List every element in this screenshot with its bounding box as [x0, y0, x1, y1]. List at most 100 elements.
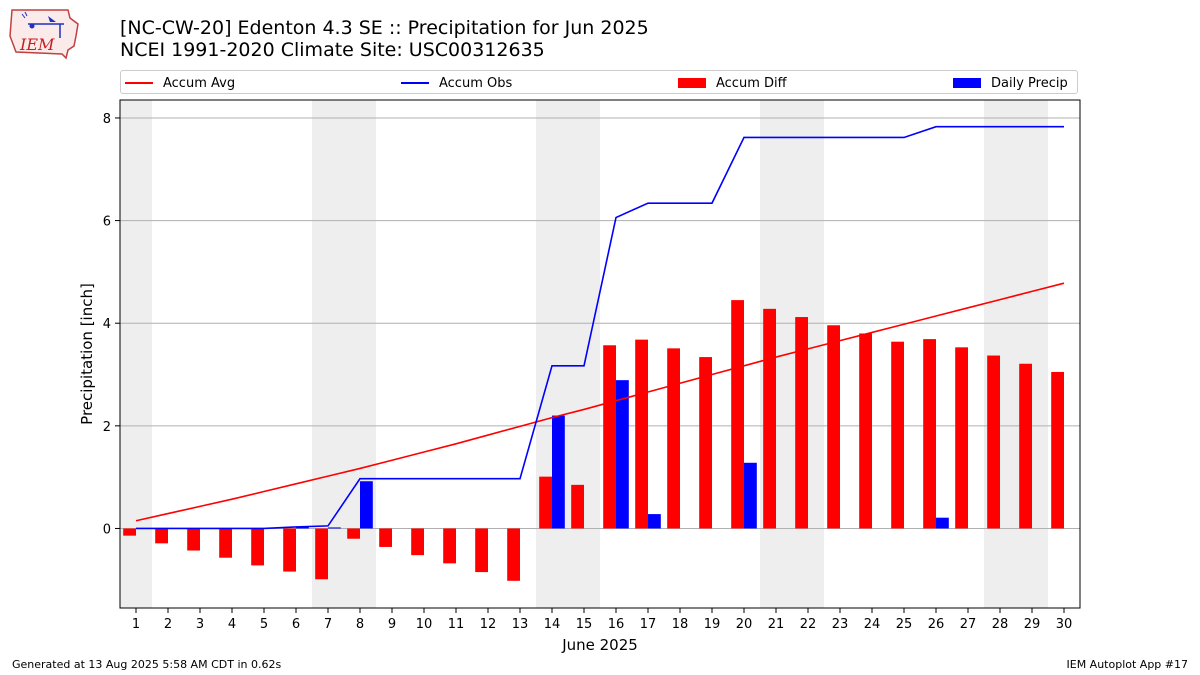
- x-tick-label: 25: [896, 617, 913, 632]
- x-tick-label: 14: [544, 617, 561, 632]
- y-tick-label: 6: [103, 215, 111, 230]
- accum-diff-bar: [539, 476, 552, 529]
- footer-app-id: IEM Autoplot App #17: [1066, 658, 1189, 671]
- legend-item-accum-obs: Accum Obs: [401, 74, 512, 92]
- accum-diff-bar: [443, 528, 456, 564]
- accum-diff-bar: [187, 528, 200, 551]
- plot-frame: [119, 99, 1081, 609]
- iem-logo: IEM: [9, 9, 79, 60]
- chart-title-line1: [NC-CW-20] Edenton 4.3 SE :: Precipitati…: [120, 17, 649, 39]
- accum-diff-bar: [411, 528, 424, 556]
- accum-diff-bar: [347, 528, 360, 539]
- daily-precip-bar: [296, 526, 309, 529]
- x-tick-label: 13: [512, 617, 529, 632]
- accum-diff-bar: [667, 348, 680, 529]
- x-tick-label: 20: [736, 617, 753, 632]
- x-tick-label: 9: [388, 617, 396, 632]
- accum-diff-bar: [955, 347, 968, 529]
- accum-diff-bar: [315, 528, 328, 580]
- x-tick-label: 5: [260, 617, 268, 632]
- x-tick-label: 29: [1024, 617, 1041, 632]
- daily-precip-bar: [744, 462, 757, 529]
- accum-diff-bar: [603, 345, 616, 529]
- accum-diff-bar: [859, 333, 872, 529]
- x-tick-label: 27: [960, 617, 977, 632]
- x-tick-label: 6: [292, 617, 300, 632]
- accum-diff-bar: [795, 317, 808, 529]
- accum-diff-bar: [1019, 363, 1032, 529]
- accum-diff-bar: [123, 528, 136, 536]
- footer-generated: Generated at 13 Aug 2025 5:58 AM CDT in …: [12, 658, 282, 671]
- daily-precip-bar: [936, 517, 949, 529]
- accum-diff-bar: [379, 528, 392, 547]
- x-tick-label: 23: [832, 617, 849, 632]
- legend-item-accum-diff: Accum Diff: [678, 74, 787, 92]
- x-tick-label: 24: [864, 617, 881, 632]
- legend-swatch-accum-avg: [125, 82, 153, 84]
- x-tick-label: 2: [164, 617, 172, 632]
- x-tick-label: 22: [800, 617, 817, 632]
- x-tick-label: 1: [132, 617, 140, 632]
- x-tick-label: 7: [324, 617, 332, 632]
- y-tick-label: 2: [103, 420, 111, 435]
- y-tick-label: 0: [103, 522, 111, 537]
- daily-precip-bar: [552, 415, 565, 529]
- x-tick-label: 26: [928, 617, 945, 632]
- logo-text: IEM: [19, 35, 55, 54]
- x-axis-label: June 2025: [561, 636, 638, 654]
- accum-diff-bar: [507, 528, 520, 581]
- legend-label-accum-avg: Accum Avg: [163, 75, 236, 91]
- accum-diff-bar: [571, 484, 584, 529]
- accum-diff-bar: [251, 528, 264, 566]
- accum-diff-bar: [923, 339, 936, 529]
- x-tick-label: 21: [768, 617, 785, 632]
- legend-swatch-accum-diff: [678, 78, 706, 88]
- x-tick-label: 11: [448, 617, 465, 632]
- x-tick-label: 8: [356, 617, 364, 632]
- x-tick-label: 15: [576, 617, 593, 632]
- y-tick-label: 8: [103, 112, 111, 127]
- accum-diff-bar: [475, 528, 488, 573]
- legend-swatch-daily-precip: [953, 78, 981, 88]
- accum-diff-bar: [763, 308, 776, 529]
- accum-diff-bar: [731, 300, 744, 529]
- daily-precip-bar: [616, 380, 629, 529]
- accum-diff-bar: [891, 341, 904, 529]
- x-tick-label: 4: [228, 617, 236, 632]
- y-tick-label: 4: [103, 317, 111, 332]
- legend-item-daily-precip: Daily Precip: [953, 74, 1068, 92]
- accum-diff-bar: [283, 528, 296, 572]
- accum-obs-line: [136, 125, 1064, 530]
- x-tick-label: 30: [1056, 617, 1073, 632]
- legend-label-daily-precip: Daily Precip: [991, 75, 1068, 91]
- weekend-shade: [984, 100, 1048, 608]
- x-tick-label: 18: [672, 617, 689, 632]
- accum-diff-bar: [155, 528, 168, 544]
- weekend-shade: [120, 100, 152, 608]
- daily-precip-bar: [360, 481, 373, 529]
- accum-diff-bar: [699, 357, 712, 529]
- y-axis-label: Precipitation [inch]: [78, 283, 96, 425]
- x-tick-label: 10: [416, 617, 433, 632]
- x-tick-label: 12: [480, 617, 497, 632]
- weekend-shade: [536, 100, 600, 608]
- accum-diff-bar: [219, 528, 232, 558]
- accum-avg-line: [135, 282, 1065, 522]
- chart-title: [NC-CW-20] Edenton 4.3 SE :: Precipitati…: [120, 17, 649, 61]
- x-tick-label: 16: [608, 617, 625, 632]
- legend-label-accum-diff: Accum Diff: [716, 75, 787, 91]
- x-tick-label: 28: [992, 617, 1009, 632]
- x-tick-label: 17: [640, 617, 657, 632]
- x-tick-label: 3: [196, 617, 204, 632]
- x-tick-label: 19: [704, 617, 721, 632]
- legend-swatch-accum-obs: [401, 82, 429, 84]
- daily-precip-bar: [648, 514, 661, 529]
- accum-diff-bar: [635, 339, 648, 529]
- daily-precip-bar: [328, 527, 341, 529]
- accum-diff-bar: [1051, 371, 1064, 529]
- chart-subtitle: NCEI 1991-2020 Climate Site: USC00312635: [120, 39, 545, 61]
- legend-item-accum-avg: Accum Avg: [125, 74, 235, 92]
- accum-diff-bar: [987, 355, 1000, 529]
- legend-label-accum-obs: Accum Obs: [439, 75, 513, 91]
